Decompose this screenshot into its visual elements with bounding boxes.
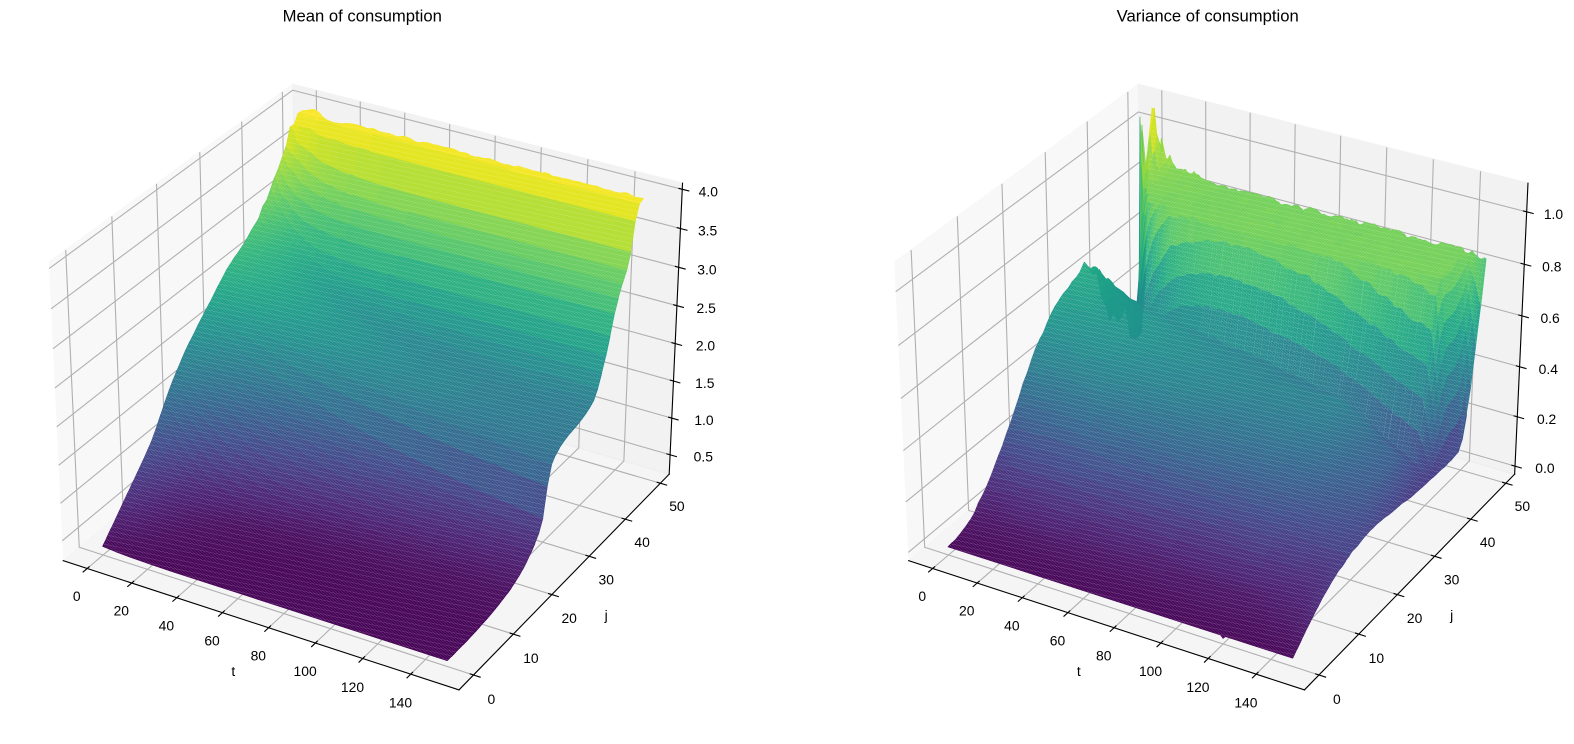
svg-text:140: 140 [1234,695,1257,711]
svg-text:0: 0 [73,588,81,604]
svg-text:40: 40 [634,534,650,550]
svg-text:t: t [231,663,235,679]
svg-text:100: 100 [1139,663,1162,679]
svg-text:120: 120 [1186,679,1209,695]
svg-text:t: t [1077,663,1081,679]
svg-text:1.0: 1.0 [1544,206,1564,222]
svg-text:30: 30 [1444,572,1460,588]
svg-text:0.0: 0.0 [1535,460,1555,476]
svg-text:3.5: 3.5 [698,223,718,239]
svg-text:0.6: 0.6 [1540,310,1560,326]
svg-text:10: 10 [1369,650,1385,666]
svg-text:60: 60 [204,632,220,648]
svg-text:20: 20 [561,610,577,626]
svg-text:20: 20 [114,603,130,619]
svg-text:j: j [1449,607,1453,623]
svg-text:0: 0 [488,691,496,707]
svg-text:40: 40 [159,617,175,633]
svg-text:0.5: 0.5 [694,449,714,465]
svg-text:120: 120 [341,679,364,695]
svg-text:2.5: 2.5 [697,300,717,316]
svg-text:20: 20 [959,603,975,619]
svg-text:0.2: 0.2 [1537,411,1557,427]
svg-text:100: 100 [294,663,317,679]
svg-text:1.0: 1.0 [694,412,714,428]
svg-text:1.5: 1.5 [695,375,715,391]
svg-text:30: 30 [599,572,615,588]
svg-text:2.0: 2.0 [696,338,716,354]
svg-text:80: 80 [251,648,267,664]
svg-text:50: 50 [669,498,685,514]
svg-text:0: 0 [918,588,926,604]
svg-text:20: 20 [1407,610,1423,626]
svg-text:60: 60 [1050,632,1066,648]
svg-text:50: 50 [1515,498,1531,514]
svg-text:0: 0 [1333,691,1341,707]
svg-text:0.4: 0.4 [1539,361,1559,377]
svg-text:3.0: 3.0 [697,261,717,277]
svg-text:80: 80 [1096,648,1112,664]
svg-text:140: 140 [389,695,412,711]
svg-text:10: 10 [523,650,539,666]
svg-text:Variance of consumption: Variance of consumption [1117,7,1299,26]
svg-text:4.0: 4.0 [699,184,719,200]
svg-text:40: 40 [1004,617,1020,633]
svg-text:0.8: 0.8 [1542,258,1562,274]
svg-text:Mean of consumption: Mean of consumption [283,7,442,26]
svg-text:40: 40 [1480,534,1496,550]
svg-text:j: j [604,607,608,623]
